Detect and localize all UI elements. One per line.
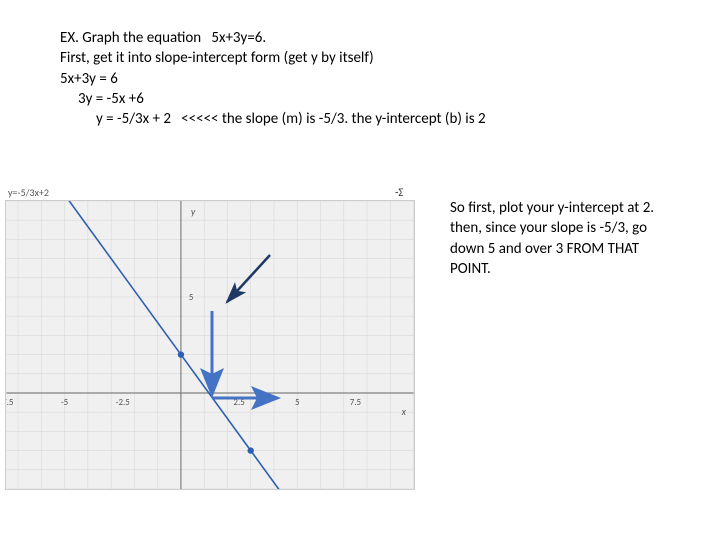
text-line: EX. Graph the equation 5x+3y=6. xyxy=(60,28,486,48)
text-line: 5x+3y = 6 xyxy=(60,69,486,89)
text-line: y = -5/3x + 2 <<<<< the slope (m) is -5/… xyxy=(60,109,486,129)
graph-svg: -7.5 -5 -2.5 2.5 5 7.5 5 x y xyxy=(6,201,414,489)
sigma-label: -Σ xyxy=(395,186,403,199)
explanation-text: So first, plot your y-intercept at 2. th… xyxy=(450,198,680,279)
problem-text: EX. Graph the equation 5x+3y=6. First, g… xyxy=(60,28,486,129)
svg-text:5: 5 xyxy=(189,292,194,303)
equation-small-label: y=-5/3x+2 xyxy=(8,186,49,199)
svg-text:-5: -5 xyxy=(61,397,68,408)
graph-plot: -7.5 -5 -2.5 2.5 5 7.5 5 x y xyxy=(5,200,415,490)
svg-text:5: 5 xyxy=(295,397,300,408)
svg-text:2.5: 2.5 xyxy=(233,397,244,408)
svg-text:-7.5: -7.5 xyxy=(6,397,13,408)
svg-text:7.5: 7.5 xyxy=(350,397,361,408)
svg-text:x: x xyxy=(401,406,407,418)
svg-text:y: y xyxy=(191,206,196,218)
text-line: First, get it into slope-intercept form … xyxy=(60,48,486,68)
svg-text:-2.5: -2.5 xyxy=(116,397,130,408)
text-line: 3y = -5x +6 xyxy=(60,89,486,109)
